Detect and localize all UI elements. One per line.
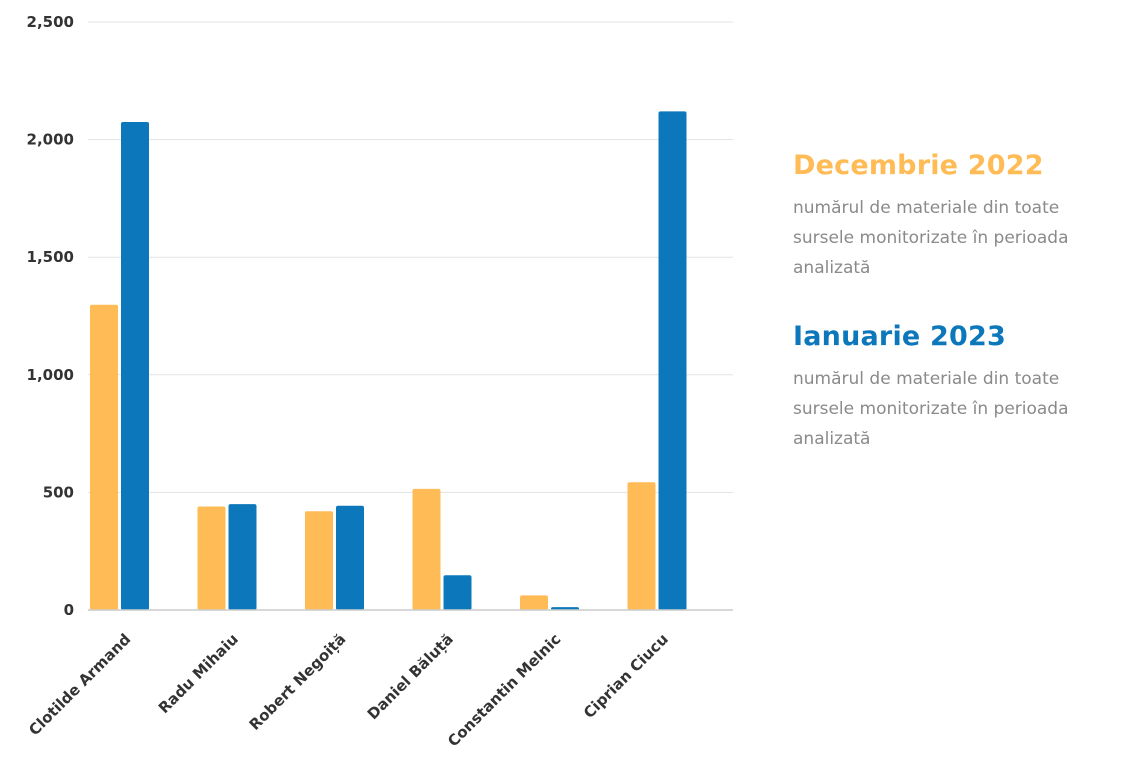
y-tick-label: 1,500 <box>27 248 74 266</box>
bar-ianuarie <box>658 111 687 610</box>
legend-title: Ianuarie 2023 <box>793 321 1006 352</box>
legend: Decembrie 2022 numărul de materiale din … <box>793 150 1113 492</box>
legend-description: numărul de materiale din toate sursele m… <box>793 198 1069 278</box>
bar-decembrie <box>412 488 441 610</box>
x-tick-label: Daniel Băluță <box>364 630 457 723</box>
legend-description: numărul de materiale din toate sursele m… <box>793 369 1069 449</box>
bar-ianuarie <box>121 121 149 611</box>
grid-lines <box>88 21 733 493</box>
y-tick-label: 0 <box>64 601 74 619</box>
y-tick-label: 1,000 <box>27 366 74 384</box>
x-tick-label: Radu Mihaiu <box>155 630 242 717</box>
bar-ianuarie <box>336 505 364 610</box>
x-axis: Clotilde Armand Radu Mihaiu Robert Negoiță… <box>25 609 733 750</box>
y-tick-label: 2,500 <box>27 13 74 31</box>
legend-item-ianuarie: Ianuarie 2023 numărul de materiale din t… <box>793 321 1113 454</box>
bar-chart: 0 500 1,000 1,500 2,000 2,500 Clotilde Armand… <box>25 13 733 750</box>
bar-ianuarie <box>228 504 257 610</box>
legend-item-decembrie: Decembrie 2022 numărul de materiale din … <box>793 150 1113 283</box>
x-tick-label: Constantin Melnic <box>444 630 564 750</box>
bar-decembrie <box>520 595 548 610</box>
bars <box>90 111 687 611</box>
bar-decembrie <box>197 506 226 610</box>
bar-ianuarie <box>443 575 472 610</box>
x-tick-label: Ciprian Ciucu <box>580 630 672 722</box>
legend-title: Decembrie 2022 <box>793 150 1044 181</box>
bar-decembrie <box>305 511 333 610</box>
x-tick-label: Clotilde Armand <box>25 630 134 739</box>
y-tick-label: 2,000 <box>27 131 74 149</box>
x-tick-label: Robert Negoiță <box>246 630 350 734</box>
y-tick-label: 500 <box>43 483 74 501</box>
y-axis: 0 500 1,000 1,500 2,000 2,500 <box>27 13 74 619</box>
bar-decembrie <box>627 482 656 610</box>
bar-decembrie <box>90 304 118 610</box>
